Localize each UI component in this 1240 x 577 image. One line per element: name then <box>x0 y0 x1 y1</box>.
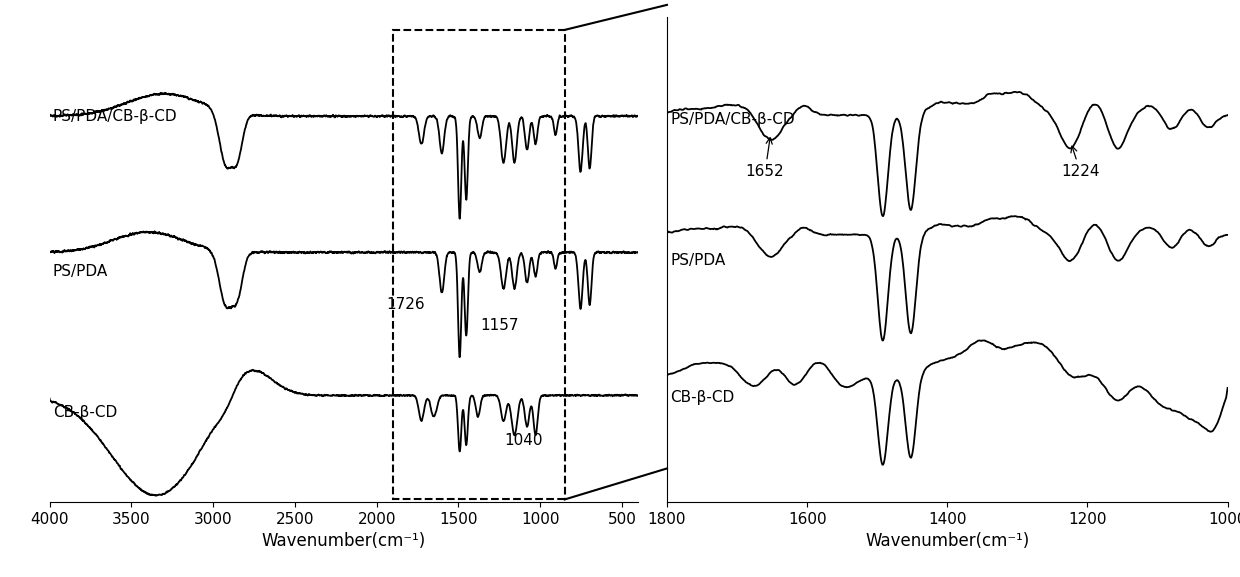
Text: 1652: 1652 <box>745 138 785 179</box>
Text: 1157: 1157 <box>480 317 518 332</box>
Text: 1040: 1040 <box>505 433 543 448</box>
Text: PS/PDA: PS/PDA <box>53 264 108 279</box>
Text: 1224: 1224 <box>1061 146 1100 179</box>
X-axis label: Wavenumber(cm⁻¹): Wavenumber(cm⁻¹) <box>262 532 427 550</box>
Text: PS/PDA/CB-β-CD: PS/PDA/CB-β-CD <box>671 112 795 127</box>
Text: PS/PDA: PS/PDA <box>671 253 725 268</box>
X-axis label: Wavenumber(cm⁻¹): Wavenumber(cm⁻¹) <box>866 532 1029 550</box>
Text: 1726: 1726 <box>387 297 425 312</box>
Text: CB-β-CD: CB-β-CD <box>53 405 117 420</box>
Text: PS/PDA/CB-β-CD: PS/PDA/CB-β-CD <box>53 109 177 124</box>
Bar <box>393 30 564 500</box>
Text: CB-β-CD: CB-β-CD <box>671 390 735 405</box>
